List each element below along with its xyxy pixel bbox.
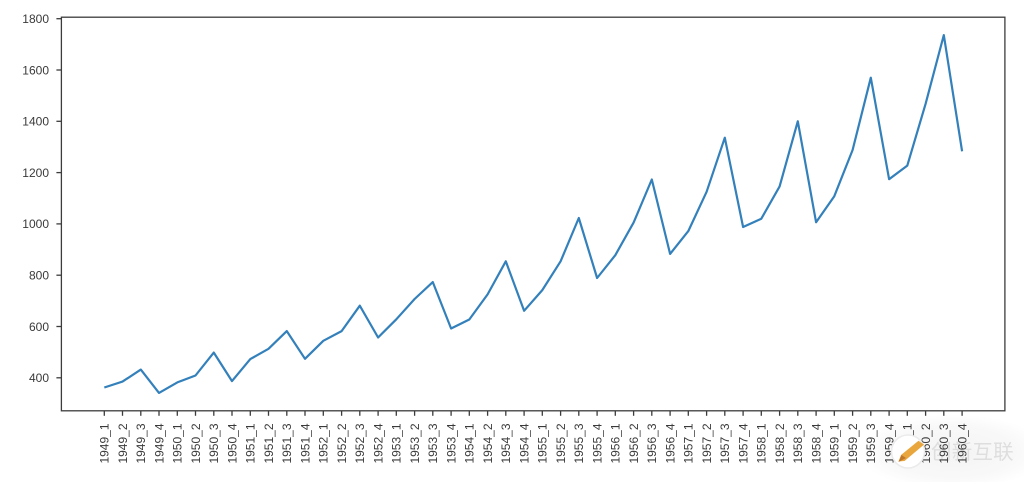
svg-text:1958_2: 1958_2 bbox=[773, 423, 787, 463]
svg-text:1951_3: 1951_3 bbox=[280, 423, 294, 463]
svg-text:1955_1: 1955_1 bbox=[536, 423, 550, 463]
svg-text:1956_1: 1956_1 bbox=[609, 423, 623, 463]
svg-text:1400: 1400 bbox=[22, 115, 49, 129]
svg-text:1958_1: 1958_1 bbox=[755, 423, 769, 463]
svg-text:1952_4: 1952_4 bbox=[371, 423, 385, 463]
svg-text:1953_2: 1953_2 bbox=[408, 423, 422, 463]
svg-text:1954_4: 1954_4 bbox=[517, 423, 531, 463]
svg-text:1956_2: 1956_2 bbox=[627, 423, 641, 463]
svg-text:1949_1: 1949_1 bbox=[98, 423, 112, 463]
svg-text:1956_3: 1956_3 bbox=[645, 423, 659, 463]
svg-text:1800: 1800 bbox=[22, 12, 49, 26]
svg-text:1950_2: 1950_2 bbox=[189, 423, 203, 463]
svg-text:1955_4: 1955_4 bbox=[590, 423, 604, 463]
svg-text:1958_3: 1958_3 bbox=[791, 423, 805, 463]
svg-text:1952_2: 1952_2 bbox=[335, 423, 349, 463]
svg-text:1950_3: 1950_3 bbox=[207, 423, 221, 463]
svg-text:1950_1: 1950_1 bbox=[171, 423, 185, 463]
svg-text:1949_3: 1949_3 bbox=[134, 423, 148, 463]
svg-text:1957_4: 1957_4 bbox=[736, 423, 750, 463]
svg-text:1952_3: 1952_3 bbox=[353, 423, 367, 463]
svg-text:400: 400 bbox=[29, 371, 49, 385]
svg-text:1951_1: 1951_1 bbox=[244, 423, 258, 463]
svg-text:1960_4: 1960_4 bbox=[955, 423, 969, 463]
svg-text:1000: 1000 bbox=[22, 217, 49, 231]
svg-text:1957_1: 1957_1 bbox=[682, 423, 696, 463]
svg-text:1952_1: 1952_1 bbox=[317, 423, 331, 463]
svg-text:1955_3: 1955_3 bbox=[572, 423, 586, 463]
svg-text:600: 600 bbox=[29, 320, 49, 334]
svg-text:1954_3: 1954_3 bbox=[499, 423, 513, 463]
svg-text:1957_2: 1957_2 bbox=[700, 423, 714, 463]
svg-text:1949_4: 1949_4 bbox=[152, 423, 166, 463]
svg-text:1953_4: 1953_4 bbox=[444, 423, 458, 463]
svg-text:1956_4: 1956_4 bbox=[663, 423, 677, 463]
svg-text:1959_3: 1959_3 bbox=[864, 423, 878, 463]
svg-text:1951_2: 1951_2 bbox=[262, 423, 276, 463]
svg-text:1954_1: 1954_1 bbox=[463, 423, 477, 463]
svg-text:1955_2: 1955_2 bbox=[554, 423, 568, 463]
svg-text:1958_4: 1958_4 bbox=[809, 423, 823, 463]
svg-text:800: 800 bbox=[29, 269, 49, 283]
svg-text:1959_1: 1959_1 bbox=[828, 423, 842, 463]
svg-text:创新互联: 创新互联 bbox=[931, 441, 1014, 464]
svg-text:1953_3: 1953_3 bbox=[426, 423, 440, 463]
svg-text:1200: 1200 bbox=[22, 166, 49, 180]
svg-text:1949_2: 1949_2 bbox=[116, 423, 130, 463]
svg-text:1951_4: 1951_4 bbox=[298, 423, 312, 463]
svg-text:1960_3: 1960_3 bbox=[937, 423, 951, 463]
svg-text:1954_2: 1954_2 bbox=[481, 423, 495, 463]
svg-text:1600: 1600 bbox=[22, 63, 49, 77]
svg-text:1953_1: 1953_1 bbox=[390, 423, 404, 463]
svg-text:1950_4: 1950_4 bbox=[225, 423, 239, 463]
svg-text:1959_2: 1959_2 bbox=[846, 423, 860, 463]
svg-text:1957_3: 1957_3 bbox=[718, 423, 732, 463]
